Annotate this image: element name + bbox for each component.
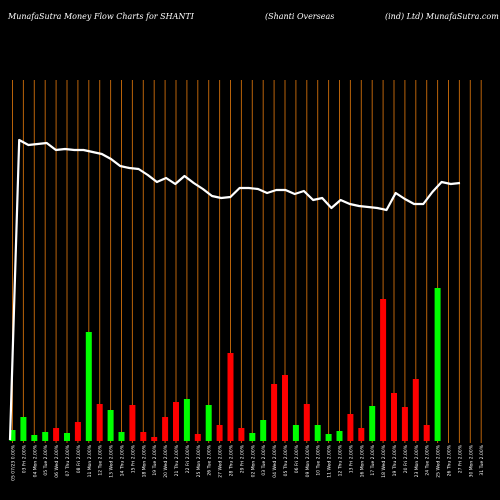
x-tick-label: 06 Fri 2.00% [294,444,300,473]
x-tick-label: 26 Thu 2.00% [447,444,453,476]
outflow-bar [412,379,419,441]
inflow-bar [20,417,27,441]
x-tick-label: 07 Thu 2.00% [65,444,71,476]
outflow-bar [151,437,158,441]
x-tick-label: 27 Wed 2.00% [218,444,224,477]
inflow-bar [85,332,92,441]
x-tick-label: 05 Thu 2.00% [283,444,289,476]
outflow-bar [358,428,365,441]
x-tick-label: 08 Fri 2.00% [76,444,82,473]
x-tick-label: 03 Fri 2.00% [21,444,27,473]
x-tick-label: 22 Fri 2.00% [185,444,191,473]
outflow-bar [401,407,408,441]
outflow-bar [282,375,288,441]
x-tick-label: 23 Mon 2.00% [414,444,420,477]
inflow-bar [314,425,321,441]
outflow-bar [194,434,201,441]
outflow-bar [271,384,278,441]
outflow-bar [162,417,169,441]
x-axis-labels: 05 07/23 0.00% 03 Fri 2.00% 04 Mon 2.00% 05… [11,444,486,481]
x-tick-label: 13 Fri 2.00% [348,444,354,473]
x-tick-label: 12 Tue 2.00% [98,444,104,475]
outflow-bar [303,404,310,441]
x-tick-label: 06 Wed 2.00% [54,444,60,477]
inflow-bar [205,405,212,441]
x-tick-label: 04 Mon 2.00% [32,444,38,477]
x-tick-label: 15 Fri 2.00% [130,444,136,473]
x-tick-label: 19 Tue 2.00% [152,444,158,475]
inflow-bar [31,435,38,441]
outflow-bar [140,432,147,441]
x-tick-label: 05 Tue 2.00% [43,444,49,475]
outflow-bar [129,405,136,441]
x-tick-label: 25 Mon 2.00% [196,444,202,477]
x-tick-label: 14 Thu 2.00% [120,444,126,476]
x-tick-label: 02 Mon 2.00% [250,444,256,477]
x-tick-label: 29 Fri 2.00% [239,444,245,473]
inflow-bar [336,431,343,441]
inflow-bar [9,430,16,441]
inflow-bar [325,434,332,441]
x-tick-label: 31 Tue 2.00% [479,444,485,475]
x-tick-label: 19 Thu 2.00% [392,444,398,476]
x-tick-label: 27 Fri 2.00% [457,444,463,473]
x-tick-label: 17 Tue 2.00% [370,444,376,475]
inflow-bar [118,432,125,441]
x-tick-label: 03 Tue 2.00% [261,444,267,475]
inflow-bar [42,432,49,441]
outflow-bar [391,393,397,441]
outflow-bar [423,425,430,441]
inflow-bar [249,433,256,441]
x-tick-label: 13 Wed 2.00% [109,444,115,477]
chart-site-name: (ind) Ltd) MunafaSutra.com [385,12,499,21]
outflow-bar [227,353,234,441]
inflow-bar [64,433,70,441]
x-tick-label: 09 Mon 2.00% [305,444,311,477]
inflow-bar [292,425,299,441]
x-tick-label: 18 Mon 2.00% [141,444,147,477]
outflow-bar [173,402,179,441]
money-flow-bars [9,288,441,441]
x-tick-label: 11 Mon 2.00% [87,444,93,477]
inflow-bar [434,288,441,441]
x-tick-label: 18 Wed 2.00% [381,444,387,477]
outflow-bar [96,404,103,441]
x-tick-label: 10 Tue 2.00% [316,444,322,475]
x-tick-label: 30 Mon 2.00% [468,444,474,477]
x-tick-label: 04 Wed 2.00% [272,444,278,477]
outflow-bar [216,425,223,441]
x-tick-label: 21 Thu 2.00% [174,444,180,476]
x-tick-label: 26 Tue 2.00% [207,444,213,475]
chart-title: MunafaSutra Money Flow Charts for SHANTI [8,12,194,21]
chart-company-name: (Shanti Overseas [265,12,335,21]
inflow-bar [369,406,376,441]
x-tick-label: 24 Tue 2.00% [425,444,431,475]
x-tick-label: 16 Mon 2.00% [359,444,365,477]
outflow-bar [380,299,387,441]
x-tick-label: 25 Wed 2.00% [436,444,442,477]
inflow-bar [183,399,190,441]
x-tick-label: 12 Thu 2.00% [338,444,344,476]
price-line [8,138,461,441]
inflow-bar [260,420,267,441]
x-tick-label: 05 07/23 0.00% [11,444,17,481]
x-tick-label: 28 Thu 2.00% [229,444,235,476]
outflow-bar [238,428,245,441]
outflow-bar [347,414,354,441]
x-tick-label: 11 Wed 2.00% [327,444,333,477]
x-tick-label: 20 Wed 2.00% [163,444,169,477]
inflow-bar [107,410,114,441]
outflow-bar [53,428,60,441]
x-tick-label: 20 Fri 2.00% [403,444,409,473]
outflow-bar [74,422,81,441]
